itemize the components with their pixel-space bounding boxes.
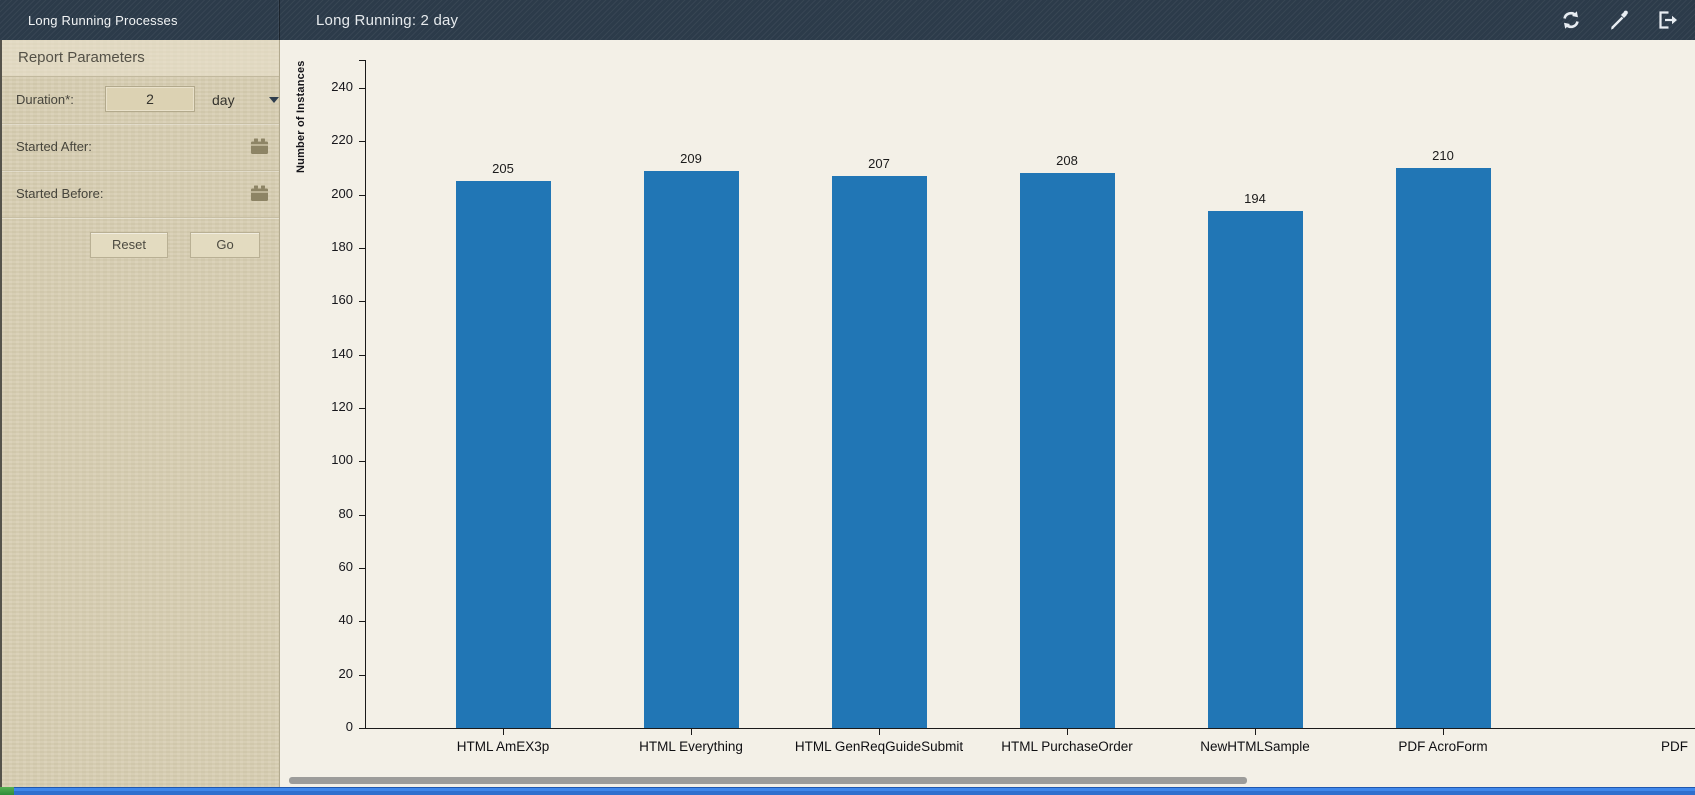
y-tick-mark	[359, 568, 365, 569]
y-tick-label: 160	[331, 292, 353, 308]
x-tick-mark	[879, 729, 880, 735]
started-after-label: Started After:	[16, 139, 92, 154]
y-tick-mark	[359, 408, 365, 409]
started-before-row: Started Before:	[2, 171, 279, 218]
y-tick-label: 180	[331, 239, 353, 254]
started-before-label: Started Before:	[16, 186, 104, 201]
duration-label: Duration*:	[16, 92, 74, 107]
export-icon[interactable]	[1655, 8, 1679, 32]
y-tick-label: 40	[338, 612, 353, 628]
report-parameters-title: Report Parameters	[2, 40, 279, 77]
y-tick-mark	[359, 354, 365, 356]
x-category-label: PDF AcroForm	[1398, 739, 1488, 754]
y-tick-mark	[359, 674, 365, 676]
bottom-progress-strip	[0, 787, 1695, 795]
y-tick-mark	[359, 461, 365, 463]
bar-value-label: 207	[868, 156, 890, 171]
horizontal-scrollbar[interactable]	[289, 777, 1247, 784]
panel-title: Long Running Processes	[28, 12, 178, 28]
view-title: Long Running: 2 day	[316, 11, 459, 29]
y-tick-label: 80	[338, 505, 353, 521]
y-tick-mark	[359, 248, 365, 249]
duration-unit-value: day	[212, 92, 235, 108]
started-before-calendar-icon[interactable]	[249, 185, 269, 202]
y-tick-label: 60	[338, 559, 353, 574]
eyedropper-icon[interactable]	[1607, 8, 1631, 32]
chart-area: Number of Instances PDF 0 20 40 60 80 100 120 1…	[283, 40, 1695, 795]
x-category-label: HTML AmEX3p	[456, 739, 550, 754]
bar-value-label: 205	[492, 161, 514, 177]
x-category-label: NewHTMLSample	[1200, 739, 1310, 754]
panel-header: Long Running Processes	[0, 0, 280, 40]
y-tick-mark	[359, 514, 365, 516]
y-axis-line	[365, 60, 366, 728]
y-tick-label: 220	[331, 132, 353, 148]
y-tick-mark	[359, 60, 365, 61]
y-tick-label: 240	[331, 79, 353, 94]
bar[interactable]	[1207, 210, 1303, 728]
y-tick-mark	[359, 728, 365, 729]
duration-row: Duration*: day	[2, 77, 279, 124]
bar-value-label: 210	[1432, 148, 1454, 163]
y-tick-label: 200	[331, 185, 353, 201]
report-parameters-panel: Report Parameters Duration*: day Started…	[0, 40, 280, 795]
duration-unit-select[interactable]: day	[212, 77, 279, 123]
x-tick-mark	[1255, 729, 1256, 735]
y-tick-mark	[359, 141, 365, 143]
y-tick-label: 140	[331, 345, 353, 361]
bar-value-label: 208	[1056, 153, 1078, 169]
x-tick-mark	[1067, 729, 1068, 735]
chevron-down-icon	[268, 97, 279, 103]
header-toolbar	[1559, 0, 1679, 40]
y-tick-label: 0	[345, 719, 353, 734]
x-tick-mark	[503, 729, 504, 735]
y-tick-mark	[359, 194, 365, 196]
y-tick-mark	[359, 88, 365, 89]
y-tick-label: 120	[331, 399, 353, 414]
bar-value-label: 209	[680, 150, 702, 166]
x-axis-line	[365, 728, 1695, 729]
x-category-label: HTML Everything	[639, 739, 743, 754]
x-tick-mark	[1443, 729, 1444, 735]
duration-input[interactable]	[105, 86, 195, 112]
refresh-icon[interactable]	[1559, 8, 1583, 32]
x-category-label: HTML GenReqGuideSubmit	[794, 739, 964, 754]
bar[interactable]	[831, 176, 927, 728]
bottom-strip-green-segment	[0, 787, 14, 795]
x-category-label-partial: PDF	[1661, 739, 1688, 754]
started-after-row: Started After:	[2, 124, 279, 171]
y-tick-label: 20	[338, 665, 353, 681]
y-tick-label: 100	[331, 452, 353, 468]
go-button[interactable]: Go	[190, 232, 260, 258]
bar[interactable]	[455, 181, 551, 728]
started-after-calendar-icon[interactable]	[249, 138, 269, 155]
sidebar-actions: Reset Go	[2, 222, 279, 268]
x-category-label: HTML PurchaseOrder	[1001, 739, 1133, 754]
x-tick-mark	[691, 729, 692, 735]
bar[interactable]	[643, 170, 739, 728]
y-tick-mark	[359, 621, 365, 623]
bar[interactable]	[1019, 173, 1115, 728]
y-tick-mark	[359, 301, 365, 303]
reset-button[interactable]: Reset	[90, 232, 168, 258]
app-header: Long Running Processes Long Running: 2 d…	[0, 0, 1695, 40]
bar-value-label: 194	[1244, 190, 1266, 206]
bar[interactable]	[1395, 168, 1491, 728]
